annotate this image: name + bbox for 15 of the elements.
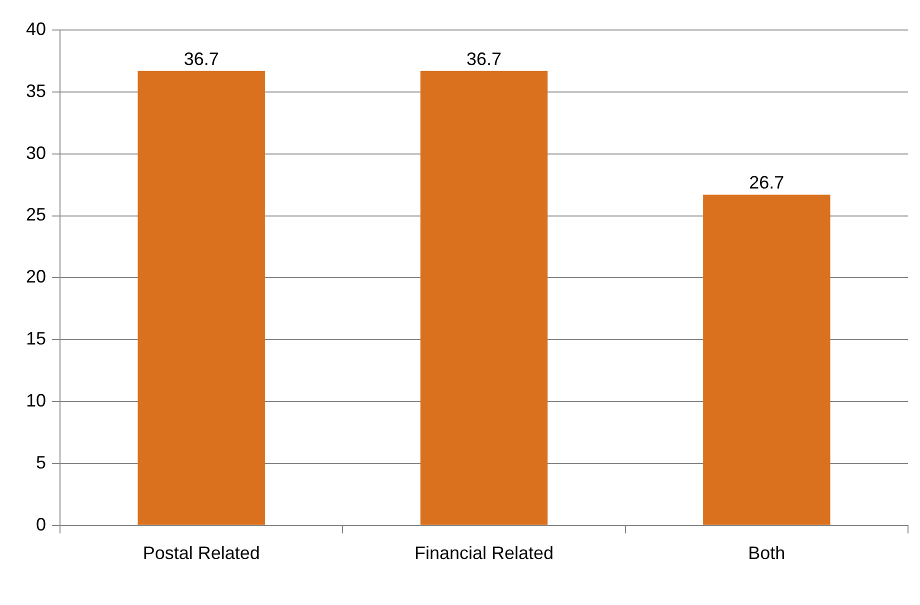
y-tick-label: 35 bbox=[26, 80, 46, 101]
y-tick-label: 25 bbox=[26, 204, 46, 225]
y-tick-label: 0 bbox=[36, 514, 46, 534]
x-tick-label: Financial Related bbox=[414, 543, 554, 564]
x-tick-label: Postal Related bbox=[142, 543, 260, 564]
y-tick-label: 30 bbox=[26, 142, 46, 163]
y-tick-label: 15 bbox=[26, 328, 46, 349]
y-tick-label: 20 bbox=[26, 266, 46, 287]
y-tick-label: 5 bbox=[36, 452, 46, 472]
data-label: 26.7 bbox=[749, 172, 784, 193]
y-tick-label: 10 bbox=[26, 390, 46, 411]
y-tick-label: 40 bbox=[26, 18, 46, 39]
data-label: 36.7 bbox=[184, 48, 219, 69]
x-tick-label: Both bbox=[748, 543, 786, 564]
data-label: 36.7 bbox=[466, 48, 502, 69]
